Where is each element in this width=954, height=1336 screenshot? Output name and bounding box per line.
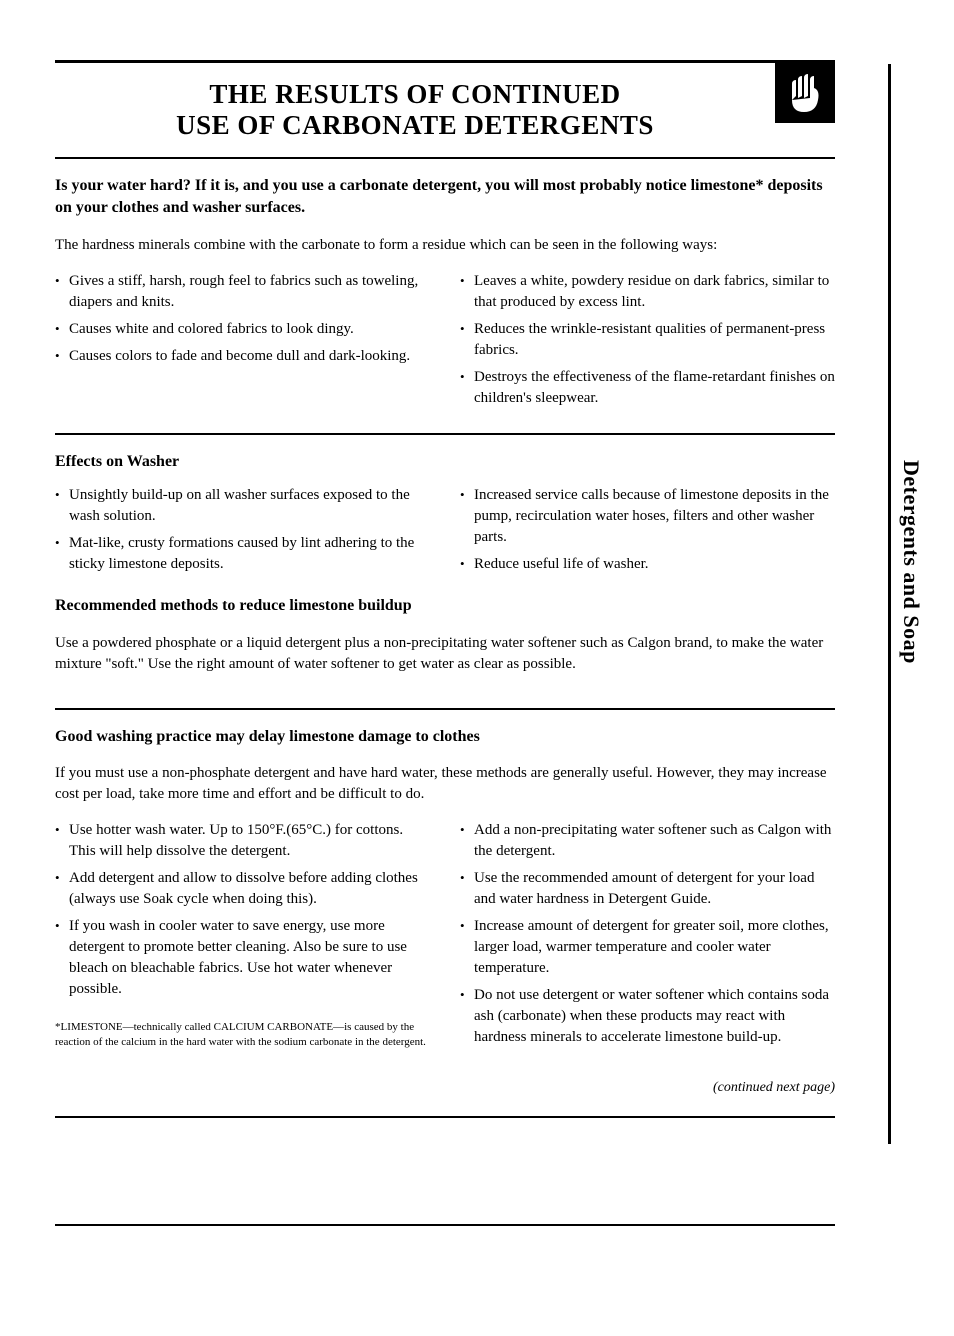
section-hard-water-intro: Is your water hard? If it is, and you us… [55,157,835,433]
thumb-index-tab: Detergents and Soap [898,460,924,664]
section-heading: Effects on Washer [55,451,835,473]
bullet-list: Increased service calls because of limes… [460,485,835,575]
list-item: If you wash in cooler water to save ener… [55,916,430,1000]
bullet-list: Gives a stiff, harsh, rough feel to fabr… [55,271,430,367]
header: THE RESULTS OF CONTINUED USE OF CARBONAT… [55,63,835,157]
section-heading: Is your water hard? If it is, and you us… [55,175,835,220]
section-subheading: Recommended methods to reduce limestone … [55,595,835,617]
hand-logo-icon [775,60,835,123]
page-frame: THE RESULTS OF CONTINUED USE OF CARBONAT… [55,60,835,1118]
footnote: *LIMESTONE—technically called CALCIUM CA… [55,1020,430,1051]
list-item: Gives a stiff, harsh, rough feel to fabr… [55,271,430,313]
bullet-list: Leaves a white, powdery residue on dark … [460,271,835,409]
list-item: Reduces the wrinkle-resistant qualities … [460,319,835,361]
section-effects-on-washer: Effects on Washer Unsightly build-up on … [55,433,835,708]
continued-note: (continued next page) [460,1078,835,1098]
list-item: Causes white and colored fabrics to look… [55,319,430,340]
list-item: Leaves a white, powdery residue on dark … [460,271,835,313]
title-line-1: THE RESULTS OF CONTINUED [209,79,620,109]
footer-rule [55,1224,835,1226]
section-intro: The hardness minerals combine with the c… [55,235,835,256]
list-item: Increase amount of detergent for greater… [460,916,835,979]
title-line-2: USE OF CARBONATE DETERGENTS [176,110,654,140]
list-item: Causes colors to fade and become dull an… [55,346,430,367]
section-body: Use a powdered phosphate or a liquid det… [55,633,835,675]
right-border-rail [888,64,891,1144]
list-item: Destroys the effectiveness of the flame-… [460,367,835,409]
section-heading: Good washing practice may delay limeston… [55,726,835,748]
section-good-washing-practice: Good washing practice may delay limeston… [55,708,835,1118]
list-item: Use the recommended amount of detergent … [460,868,835,910]
bullet-list: Unsightly build-up on all washer surface… [55,485,430,575]
list-item: Add a non-precipitating water softener s… [460,820,835,862]
bullet-list: Use hotter wash water. Up to 150°F.(65°C… [55,820,430,1000]
section-intro: If you must use a non-phosphate detergen… [55,763,835,805]
list-item: Do not use detergent or water softener w… [460,985,835,1048]
list-item: Add detergent and allow to dissolve befo… [55,868,430,910]
bullet-list: Add a non-precipitating water softener s… [460,820,835,1048]
list-item: Use hotter wash water. Up to 150°F.(65°C… [55,820,430,862]
list-item: Increased service calls because of limes… [460,485,835,548]
list-item: Mat-like, crusty formations caused by li… [55,533,430,575]
list-item: Reduce useful life of washer. [460,554,835,575]
list-item: Unsightly build-up on all washer surface… [55,485,430,527]
page-title: THE RESULTS OF CONTINUED USE OF CARBONAT… [55,63,775,141]
